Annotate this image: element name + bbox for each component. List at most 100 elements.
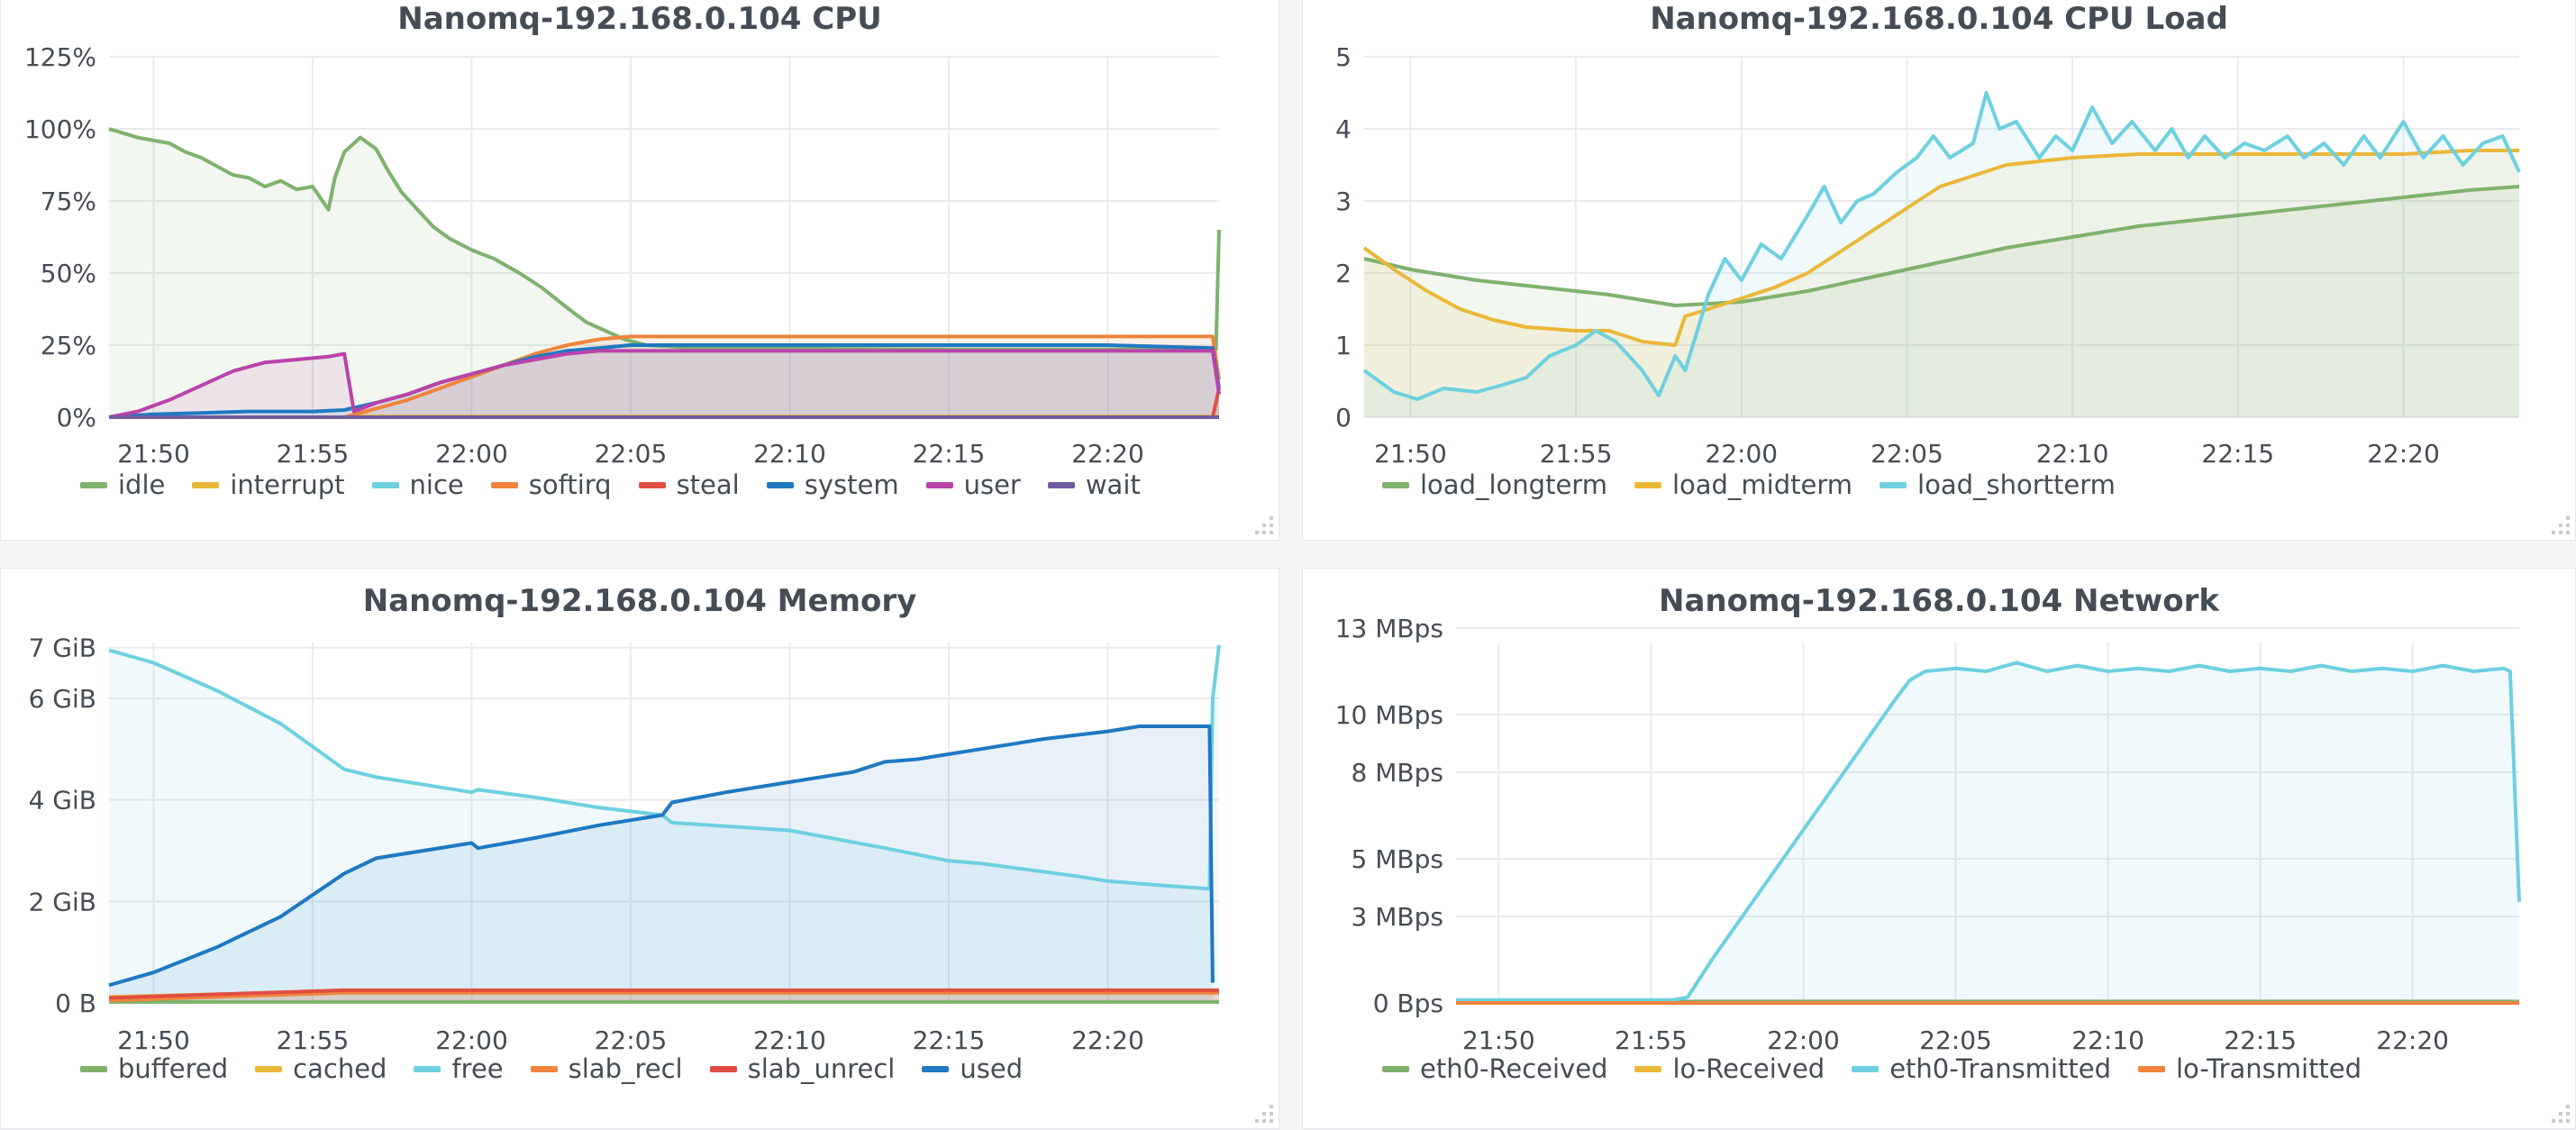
legend-label: lo-Received — [1672, 1053, 1825, 1084]
x-tick-label: 22:00 — [1767, 1025, 1840, 1055]
x-tick-label: 21:55 — [277, 1025, 350, 1055]
legend-item-cached[interactable]: cached — [255, 1053, 387, 1084]
legend-swatch — [2137, 1065, 2165, 1072]
cpu-panel: Nanomq-192.168.0.104 CPU 0% 25% 50% 75% 100%… — [0, 0, 1279, 541]
x-tick-label: 22:10 — [2036, 439, 2109, 469]
legend-swatch — [1382, 481, 1409, 488]
legend-swatch — [80, 481, 107, 488]
memory-chart[interactable]: 0 B 2 GiB 4 GiB 6 GiB 7 GiB 21:50 21:55 22:00 22… — [1, 569, 1280, 1130]
legend-item-user[interactable]: user — [925, 469, 1021, 500]
legend-label: load_midterm — [1671, 469, 1853, 500]
legend-item-interrupt[interactable]: interrupt — [192, 469, 345, 500]
panel-title[interactable]: Nanomq-192.168.0.104 CPU Load — [1650, 1, 2228, 37]
x-tick-label: 22:15 — [913, 439, 986, 469]
legend-item-buffered[interactable]: buffered — [80, 1053, 228, 1084]
legend-item-nice[interactable]: nice — [371, 469, 464, 500]
x-tick-label: 22:15 — [2224, 1025, 2297, 1055]
x-tick-label: 22:20 — [1071, 1025, 1144, 1055]
legend-item-lo-received[interactable]: lo-Received — [1634, 1053, 1825, 1084]
series-area-eth0-Transmitted — [1456, 662, 2519, 1003]
legend-label: idle — [118, 469, 166, 500]
y-tick-label: 0% — [57, 403, 96, 433]
series-area-idle — [109, 129, 1219, 417]
legend-item-slab-unrecl[interactable]: slab_unrecl — [709, 1053, 896, 1084]
legend-swatch — [766, 481, 794, 488]
legend-swatch — [530, 1065, 558, 1072]
y-tick-label: 50% — [41, 259, 96, 288]
y-tick-label: 0 — [1335, 403, 1352, 433]
legend-item-wait[interactable]: wait — [1047, 469, 1141, 500]
legend-label: used — [960, 1053, 1024, 1084]
panel-title[interactable]: Nanomq-192.168.0.104 Network — [1659, 583, 2219, 619]
legend-item-load-midterm[interactable]: load_midterm — [1634, 469, 1852, 500]
legend-item-eth0-transmitted[interactable]: eth0-Transmitted — [1852, 1053, 2111, 1084]
legend-swatch — [255, 1065, 283, 1072]
y-tick-label: 6 GiB — [29, 684, 96, 714]
cpu-load-chart[interactable]: 0 1 2 3 4 5 21:50 21:55 22:00 22:05 22:10 22:15 22:2… — [1303, 0, 2576, 542]
legend-label: softirq — [528, 469, 612, 500]
legend-swatch — [80, 1065, 107, 1072]
y-tick-label: 5 — [1335, 42, 1352, 72]
series-line-slab_recl — [108, 990, 1219, 1003]
legend-item-softirq[interactable]: softirq — [490, 469, 612, 500]
legend-item-used[interactable]: used — [922, 1053, 1023, 1084]
x-tick-label: 21:55 — [1615, 1025, 1688, 1055]
panel-resize-handle[interactable] — [2550, 515, 2570, 534]
x-tick-label: 22:20 — [2367, 439, 2440, 469]
cpu-chart[interactable]: 0% 25% 50% 75% 100% 125% 21:50 21:55 22:00 22:05 2… — [1, 0, 1280, 542]
network-chart[interactable]: 0 Bps 3 MBps 5 MBps 8 MBps 10 MBps 13 MBps 21:… — [1303, 569, 2576, 1130]
legend-swatch — [1634, 481, 1661, 488]
legend-item-idle[interactable]: idle — [80, 469, 165, 500]
legend-label: wait — [1085, 469, 1141, 500]
series-line-free — [108, 644, 1221, 891]
legend-item-system[interactable]: system — [766, 469, 899, 500]
legend-item-eth0-received[interactable]: eth0-Received — [1382, 1053, 1607, 1084]
panel-resize-handle[interactable] — [2550, 1103, 2570, 1123]
legend-item-steal[interactable]: steal — [638, 469, 740, 500]
series-lines — [108, 127, 1221, 419]
x-tick-label: 22:00 — [1705, 439, 1778, 469]
legend-swatch — [638, 481, 666, 488]
x-tick-label: 22:05 — [1871, 439, 1943, 469]
x-tick-label: 21:50 — [117, 1025, 190, 1055]
series-area-softirq — [109, 336, 1219, 417]
x-tick-label: 21:55 — [277, 439, 350, 469]
y-tick-label: 10 MBps — [1335, 700, 1443, 730]
panel-title[interactable]: Nanomq-192.168.0.104 CPU — [397, 1, 882, 37]
y-tick-label: 75% — [41, 187, 96, 216]
memory-panel: Nanomq-192.168.0.104 Memory 0 B 2 GiB 4 Gi… — [0, 568, 1279, 1129]
legend-label: user — [963, 469, 1021, 500]
legend-item-lo-transmitted[interactable]: lo-Transmitted — [2137, 1053, 2362, 1084]
legend-item-load-shortterm[interactable]: load_shortterm — [1880, 469, 2116, 500]
legend-swatch — [1047, 481, 1075, 488]
series-lines — [1456, 661, 2521, 1005]
grid: 0% 25% 50% 75% 100% 125% 21:50 21:55 22:00 22:05 2… — [24, 42, 1219, 469]
legend-label: cached — [293, 1053, 387, 1084]
chart-legend: eth0-Received lo-Received eth0-Transmitt… — [1382, 1053, 2389, 1084]
legend-label: interrupt — [230, 469, 345, 500]
legend-item-slab-recl[interactable]: slab_recl — [530, 1053, 683, 1084]
legend-item-free[interactable]: free — [414, 1053, 504, 1084]
x-tick-label: 22:05 — [595, 439, 668, 469]
panel-resize-handle[interactable] — [1253, 1103, 1273, 1123]
legend-label: load_longterm — [1420, 469, 1607, 500]
grid: 0 1 2 3 4 5 21:50 21:55 22:00 22:05 22:10 22:15 22:2… — [1335, 42, 2519, 469]
legend-label: slab_unrecl — [747, 1053, 896, 1084]
x-tick-label: 22:20 — [1071, 439, 1144, 469]
series-line-softirq — [109, 334, 1221, 419]
y-tick-label: 4 — [1335, 114, 1352, 144]
series-lines — [1362, 91, 2521, 401]
y-tick-label: 8 MBps — [1352, 758, 1443, 788]
legend-label: buffered — [118, 1053, 229, 1084]
x-tick-label: 21:50 — [1374, 439, 1447, 469]
legend-item-load-longterm[interactable]: load_longterm — [1382, 469, 1607, 500]
legend-label: load_shortterm — [1917, 469, 2116, 500]
panel-resize-handle[interactable] — [1253, 515, 1273, 534]
panel-title[interactable]: Nanomq-192.168.0.104 Memory — [362, 583, 917, 619]
y-tick-label: 3 — [1335, 187, 1352, 216]
x-tick-label: 21:50 — [117, 439, 190, 469]
legend-swatch — [490, 481, 518, 488]
legend-swatch — [922, 1065, 950, 1072]
x-tick-label: 21:50 — [1462, 1025, 1535, 1055]
y-tick-label: 7 GiB — [29, 633, 96, 663]
